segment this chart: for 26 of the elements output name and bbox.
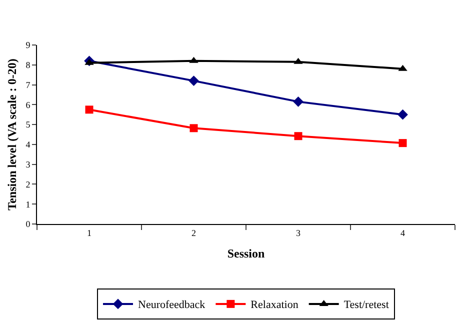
x-tick-label: 3	[296, 228, 301, 238]
y-tick-label: 3	[26, 159, 31, 170]
point	[190, 124, 198, 132]
y-tick-label: 1	[26, 199, 30, 210]
y-tick-label: 5	[26, 120, 31, 130]
legend-label: Relaxation	[250, 299, 299, 312]
y-tick-label: 4	[26, 140, 31, 150]
point	[398, 109, 408, 120]
y-tick-label: 9	[26, 40, 31, 50]
y-tick-label: 6	[26, 100, 31, 110]
point	[398, 139, 407, 148]
y-tick-label: 2	[26, 179, 30, 190]
point	[293, 96, 304, 107]
x-tick-label: 2	[192, 228, 196, 238]
point	[294, 132, 302, 140]
x-tick-label: 1	[87, 228, 92, 238]
point	[85, 106, 94, 114]
x-tick-label: 4	[400, 228, 406, 238]
y-tick-label: 8	[26, 60, 31, 70]
point	[188, 76, 199, 86]
y-axis-title: Tension level (VA scale : 0-20)	[5, 58, 19, 210]
x-axis-title: Session	[227, 246, 265, 261]
y-tick-label: 7	[26, 80, 31, 90]
y-tick-label: 0	[26, 219, 31, 230]
legend-label: Test/retest	[344, 299, 389, 312]
legend-label: Neurofeedback	[138, 299, 206, 312]
